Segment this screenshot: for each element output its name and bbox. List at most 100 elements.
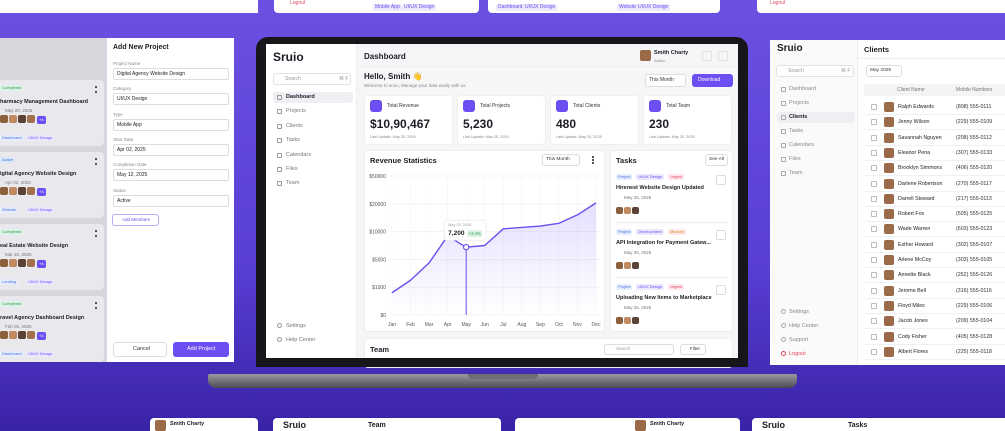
nav-item[interactable]: Projects <box>789 100 809 106</box>
nav-item[interactable]: Clients <box>789 114 808 120</box>
button-label: Download <box>698 77 721 83</box>
menu-dots[interactable] <box>95 158 97 165</box>
logout-link[interactable]: Logout <box>290 0 306 6</box>
cancel-button[interactable] <box>113 342 167 357</box>
nav-item[interactable]: Calendars <box>286 151 312 158</box>
nav-item[interactable]: Logout <box>789 351 806 357</box>
nav-item[interactable]: Team <box>789 170 803 176</box>
checkbox[interactable] <box>871 180 877 187</box>
theme-button[interactable] <box>718 51 728 61</box>
add-members-button[interactable] <box>112 214 159 226</box>
close-button[interactable] <box>223 44 229 50</box>
client-name: Wade Warren <box>898 226 931 233</box>
client-name: Jenny Wilson <box>898 119 930 126</box>
field-input[interactable] <box>113 118 229 131</box>
download-button[interactable] <box>692 74 733 87</box>
avatar <box>884 300 894 311</box>
nav-item[interactable]: Help Center <box>789 323 819 329</box>
search-box[interactable] <box>604 344 674 355</box>
tag: UI/UX Design <box>26 135 55 141</box>
field-input[interactable] <box>113 93 229 106</box>
nav-item[interactable]: Support <box>789 337 809 343</box>
client-name: Darrell Steward <box>898 195 935 202</box>
checkbox[interactable] <box>871 226 877 233</box>
user-name[interactable]: Smith Charty <box>654 50 689 56</box>
client-phone: (217) 555-0113 <box>956 195 992 202</box>
task-title: API Integration for Payment Gatew... <box>616 240 711 246</box>
checkbox[interactable] <box>871 318 877 325</box>
stat-label: Total Team <box>666 103 691 109</box>
checkbox[interactable] <box>871 119 877 126</box>
date-picker[interactable] <box>866 65 902 77</box>
nav-item[interactable]: Clients <box>286 122 303 129</box>
field-input[interactable] <box>113 68 229 80</box>
modal <box>107 38 234 362</box>
client-name: Floyd Miles <box>898 302 925 309</box>
menu-button[interactable] <box>716 175 726 185</box>
checkbox[interactable] <box>871 134 877 141</box>
field-input[interactable] <box>113 169 229 182</box>
status-badge: Completed <box>0 229 24 235</box>
filter-button[interactable] <box>680 344 706 355</box>
fragment-text: Tasks <box>848 422 868 429</box>
period-select[interactable] <box>645 74 686 87</box>
menu-button[interactable] <box>716 285 726 295</box>
checkbox[interactable] <box>871 348 877 355</box>
avatar <box>18 187 26 195</box>
checkbox[interactable] <box>871 333 877 340</box>
menu-button[interactable] <box>716 230 726 240</box>
search-placeholder: Search <box>788 68 804 74</box>
nav-item[interactable]: Dashboard <box>286 94 315 100</box>
logout-link[interactable]: Logout <box>770 0 786 6</box>
field-input[interactable] <box>113 194 229 207</box>
checkbox[interactable] <box>871 257 877 263</box>
menu-dots[interactable] <box>95 86 97 93</box>
nav-icon <box>277 95 282 100</box>
nav-item[interactable]: Team <box>286 180 300 187</box>
avatar <box>18 259 26 267</box>
checkbox[interactable] <box>871 104 877 110</box>
nav-item[interactable]: Tasks <box>286 137 301 144</box>
nav-item[interactable]: Settings <box>789 309 809 315</box>
menu-dots[interactable] <box>95 230 97 237</box>
column-header: Client Name <box>897 87 925 93</box>
row-divider <box>864 144 1005 146</box>
checkbox[interactable] <box>871 287 877 294</box>
checkbox[interactable] <box>871 211 877 218</box>
checkbox[interactable] <box>871 241 877 248</box>
see-all-button[interactable] <box>705 154 728 166</box>
laptop-base <box>208 374 797 388</box>
checkbox[interactable] <box>871 149 877 156</box>
search-box[interactable] <box>776 65 854 77</box>
client-name: Robert Fox <box>898 211 925 218</box>
client-name: Brooklyn Simmons <box>898 165 943 172</box>
notification-button[interactable] <box>702 51 712 61</box>
nav-item[interactable]: Files <box>789 156 801 162</box>
nav-item[interactable]: Projects <box>286 108 306 115</box>
nav-item[interactable]: Help Center <box>286 337 316 343</box>
tag: Website <box>617 4 639 11</box>
checkbox[interactable] <box>871 302 877 309</box>
project-title: igital Agency Website Design <box>0 171 77 177</box>
avatar <box>624 207 631 214</box>
avatar <box>632 207 639 214</box>
nav-item[interactable]: Tasks <box>789 128 804 134</box>
checkbox[interactable] <box>871 272 877 279</box>
checkbox[interactable] <box>871 195 877 202</box>
nav-item[interactable]: Files <box>286 166 298 172</box>
nav-item[interactable]: Settings <box>286 323 306 329</box>
client-phone: (209) 555-0104 <box>956 318 993 325</box>
nav-item[interactable]: Dashboard <box>789 86 816 92</box>
submit-button[interactable] <box>173 342 229 357</box>
nav-icon <box>781 309 786 314</box>
checkbox[interactable] <box>871 165 877 172</box>
status-badge: Completed <box>0 85 24 91</box>
avatar <box>9 259 17 267</box>
field-input[interactable] <box>113 143 229 156</box>
period-select[interactable] <box>542 154 580 166</box>
menu-dots[interactable] <box>592 156 594 164</box>
menu-dots[interactable] <box>95 302 97 309</box>
client-phone: (316) 555-0116 <box>956 287 992 294</box>
nav-item[interactable]: Calendars <box>789 142 815 148</box>
search-box[interactable] <box>273 73 351 85</box>
